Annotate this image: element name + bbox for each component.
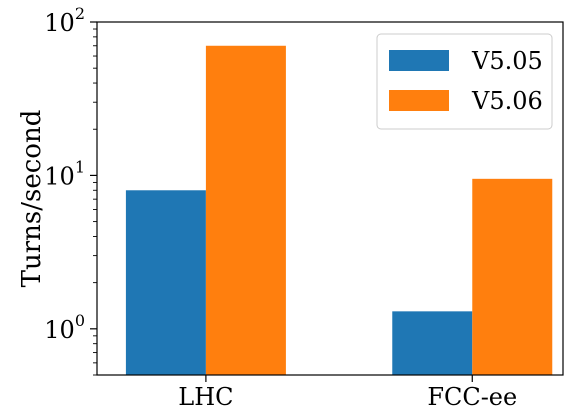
legend-label: V5.06 [471,87,543,115]
bars-group [125,45,553,376]
y-ticks-group: 100 101 102 [44,4,97,376]
x-tick-label: LHC [178,383,233,408]
plot-frame [96,21,564,376]
x-tick-label: FCC-ee [427,383,517,408]
bar-V5-05-fcc-ee [392,311,473,375]
legend-swatch [389,90,449,111]
bar-V5-05-lhc [125,190,206,375]
y-tick-label: 101 [44,157,85,190]
bar-V5-06-fcc-ee [472,178,553,375]
bar-V5-06-lhc [205,45,286,376]
y-tick-label: 102 [44,4,85,37]
y-axis-label: Turns/second [17,110,47,288]
legend-label: V5.05 [471,47,543,75]
x-ticks-group: LHC FCC-ee [178,375,517,408]
legend-swatch [389,50,449,71]
legend: V5.05 V5.06 [376,33,553,130]
y-tick-label: 100 [44,311,85,344]
